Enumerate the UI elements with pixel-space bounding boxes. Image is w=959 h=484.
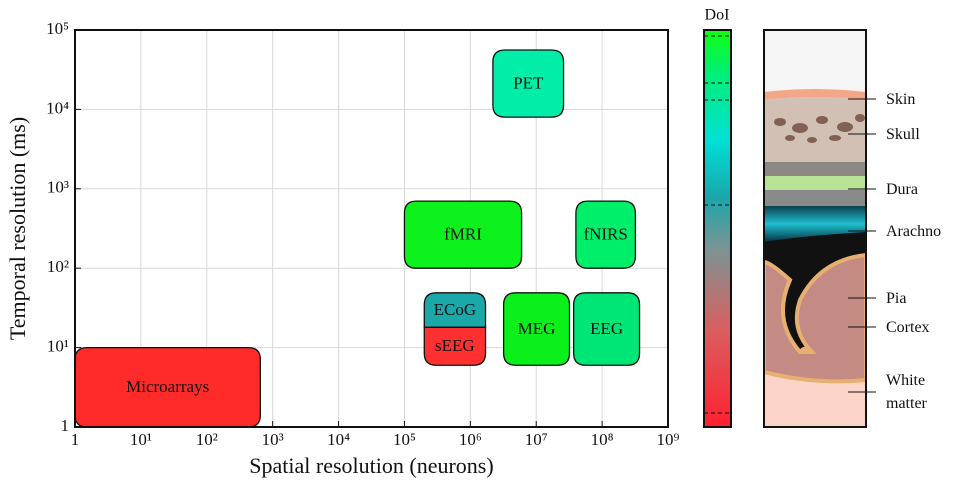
box-label: fMRI xyxy=(444,225,482,244)
colorbar xyxy=(704,30,731,427)
x-tick-label: 10⁶ xyxy=(459,430,482,449)
box-label: Microarrays xyxy=(126,377,209,396)
x-tick-label: 10⁵ xyxy=(393,430,416,449)
page: 1 10¹ 10² 10³ 10⁴ 10⁵ 10⁶ 10⁷ 10⁸ 10⁹ 1 10¹ 10² 10³ 10… xyxy=(0,0,959,484)
x-tick-label: 10⁷ xyxy=(525,430,548,449)
x-tick-label: 10⁹ xyxy=(657,430,680,449)
box-label: EEG xyxy=(590,319,623,338)
y-tick-label: 10⁵ xyxy=(46,19,69,38)
y-tick-label: 1 xyxy=(61,416,70,435)
anatomy-label: Pia xyxy=(886,287,956,310)
x-tick-label: 10² xyxy=(196,430,218,449)
y-tick-label: 10¹ xyxy=(47,337,69,356)
anatomy-label: Arachno xyxy=(886,220,956,243)
anatomy-label: Cortex xyxy=(886,316,956,339)
chart: 1 10¹ 10² 10³ 10⁴ 10⁵ 10⁶ 10⁷ 10⁸ 10⁹ 1 10¹ 10² 10³ 10… xyxy=(0,0,959,484)
anatomy-label: Skin xyxy=(886,88,956,111)
x-tick-label: 10¹ xyxy=(130,430,152,449)
x-tick-label: 10⁸ xyxy=(591,430,614,449)
plot-area: 1 10¹ 10² 10³ 10⁴ 10⁵ 10⁶ 10⁷ 10⁸ 10⁹ 1 10¹ 10² 10³ 10… xyxy=(5,19,679,478)
box-label: fNIRS xyxy=(583,225,627,244)
anatomy-label: Dura xyxy=(886,178,956,201)
y-axis-label: Temporal resolution (ms) xyxy=(5,117,30,340)
box-label: MEG xyxy=(518,319,556,338)
colorbar-label: DoI xyxy=(705,7,730,24)
anatomy-label: Skull xyxy=(886,123,956,146)
x-tick-label: 10³ xyxy=(262,430,284,449)
y-tick-label: 10⁴ xyxy=(46,98,69,117)
x-tick-label: 10⁴ xyxy=(327,430,350,449)
box-label: sEEG xyxy=(435,336,475,355)
anatomy-label: White matter xyxy=(886,369,946,415)
box-label: PET xyxy=(513,73,544,92)
y-tick-label: 10² xyxy=(47,257,69,276)
box-label: ECoG xyxy=(434,300,477,319)
x-axis-label: Spatial resolution (neurons) xyxy=(249,453,493,478)
x-tick-label: 1 xyxy=(71,430,80,449)
anatomy-illustration xyxy=(764,30,866,427)
y-tick-label: 10³ xyxy=(47,178,69,197)
